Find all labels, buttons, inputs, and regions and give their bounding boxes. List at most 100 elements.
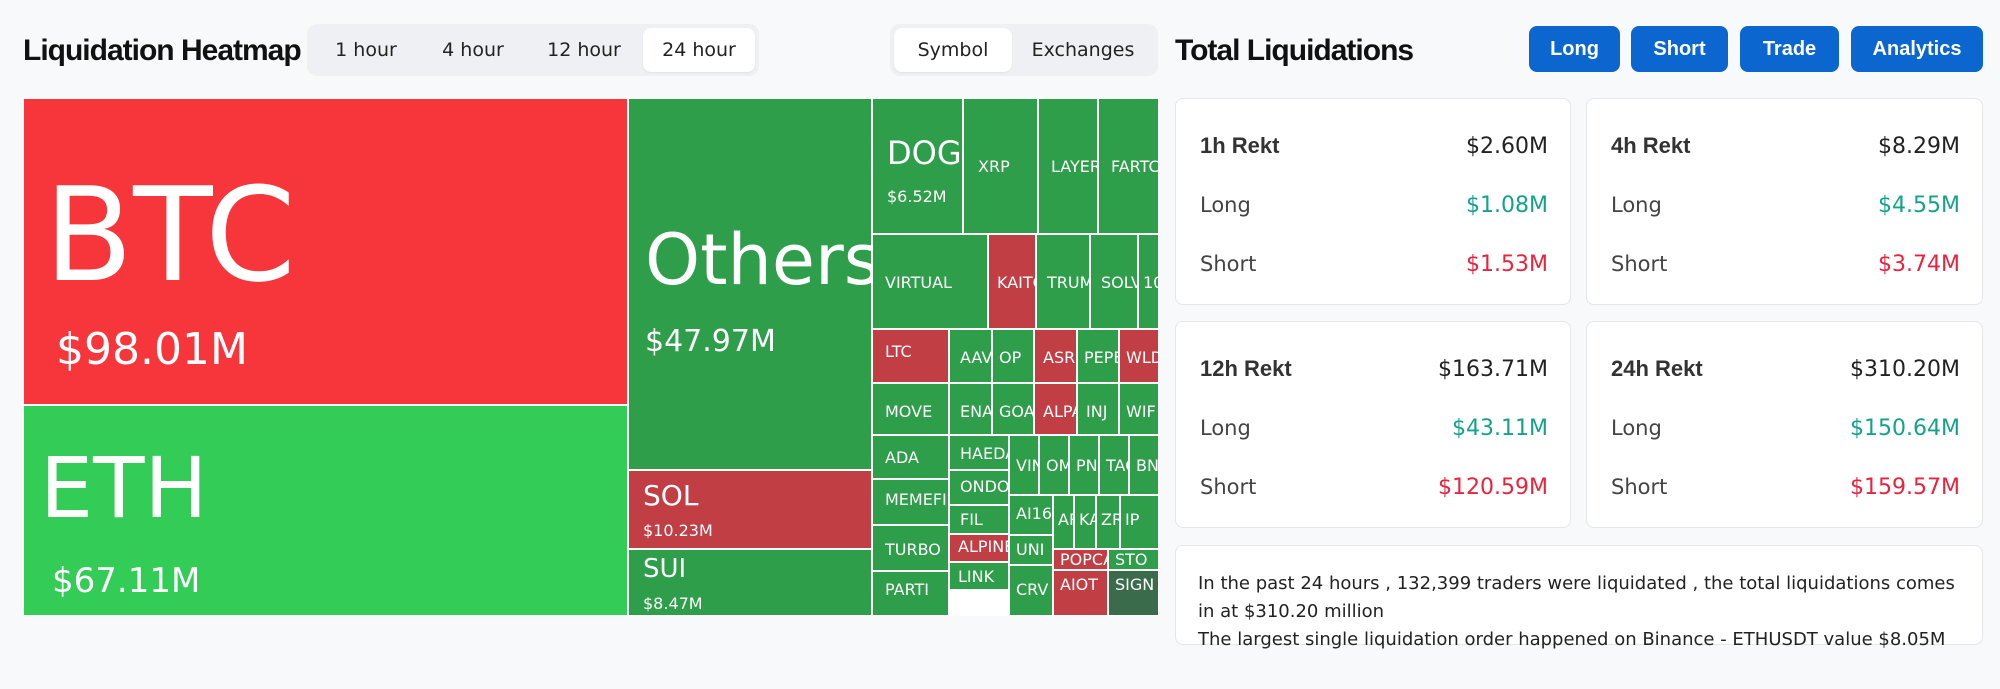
tile-popcat[interactable]: POPCAT (1053, 549, 1108, 570)
card-total: $2.60M (1466, 133, 1548, 159)
long-value: $150.64M (1850, 415, 1960, 441)
tile-symbol: SOLV (1101, 273, 1138, 292)
tile-vine[interactable]: VINE (1009, 435, 1039, 495)
tile-aiot[interactable]: AIOT (1053, 570, 1108, 616)
tile-move[interactable]: MOVE (872, 383, 949, 435)
tile-goat[interactable]: GOAT (992, 383, 1034, 435)
tile-om[interactable]: OM (1039, 435, 1069, 495)
summary-line-1: In the past 24 hours , 132,399 traders w… (1198, 573, 1955, 622)
card-label: 24h Rekt (1611, 356, 1703, 381)
tile-symbol: VIRTUAL (885, 273, 952, 292)
tile-ai16z[interactable]: AI16Z (1009, 495, 1053, 535)
card-total: $310.20M (1850, 356, 1960, 382)
tile-ada[interactable]: ADA (872, 435, 949, 479)
tile-symbol: MEMEFI (885, 490, 947, 509)
trade-button[interactable]: Trade (1740, 26, 1839, 72)
tab-1-hour[interactable]: 1 hour (335, 39, 397, 61)
tile-ondo[interactable]: ONDO (949, 470, 1009, 505)
tile-value: $10.23M (643, 521, 713, 540)
tab-exchanges[interactable]: Exchanges (1031, 39, 1135, 61)
tile-uni[interactable]: UNI (1009, 535, 1053, 565)
tile-symbol: TURBO (885, 540, 941, 559)
tile-eth[interactable]: ETH $67.11M (23, 405, 628, 616)
long-value: $4.55M (1878, 192, 1960, 218)
tile-symbol: TRUMP (1047, 273, 1089, 292)
tile-fil[interactable]: FIL (949, 505, 1009, 534)
tile-symbol: STO (1115, 550, 1148, 569)
tile-aave[interactable]: AAVE (949, 329, 992, 383)
long-button[interactable]: Long (1529, 26, 1620, 72)
tile-symbol: TAO (1106, 456, 1128, 475)
tile-symbol: 1000PEPE (1143, 273, 1158, 292)
tile-doge[interactable]: DOGE $6.52M (872, 98, 963, 234)
tile-parti[interactable]: PARTI (872, 571, 949, 616)
tab-symbol[interactable]: Symbol (894, 28, 1012, 72)
tile-inj[interactable]: INJ (1077, 383, 1119, 435)
short-label: Short (1200, 475, 1257, 499)
tile-xrp[interactable]: XRP (963, 98, 1038, 234)
tile-others[interactable]: Others $47.97M (628, 98, 872, 470)
tile-ena[interactable]: ENA (949, 383, 992, 435)
tile-pepe[interactable]: PEPE (1077, 329, 1119, 383)
tile-symbol: FARTCOIN (1111, 157, 1159, 176)
short-label: Short (1200, 252, 1257, 276)
tile-alpaca[interactable]: ALPACA (1034, 383, 1077, 435)
tile-tao[interactable]: TAO (1099, 435, 1129, 495)
rekt-card-1h: 1h Rekt $2.60M Long $1.08M Short $1.53M (1175, 98, 1571, 305)
tile-turbo[interactable]: TURBO (872, 525, 949, 571)
tile-virtual[interactable]: VIRTUAL (872, 234, 988, 329)
tile-bnb[interactable]: BNB (1129, 435, 1159, 495)
tile-link[interactable]: LINK (949, 562, 1009, 590)
card-label: 12h Rekt (1200, 356, 1292, 381)
tile-sign[interactable]: SIGN (1108, 570, 1159, 616)
tile-layer[interactable]: LAYER (1038, 98, 1098, 234)
tile-arb[interactable]: ARB (1053, 495, 1074, 549)
tile-pnut[interactable]: PNUT (1069, 435, 1099, 495)
tile-wif[interactable]: WIF (1119, 383, 1159, 435)
tile-sui[interactable]: SUI $8.47M (628, 549, 872, 616)
tile-sol[interactable]: SOL $10.23M (628, 470, 872, 549)
total-liquidations-title: Total Liquidations (1175, 34, 1414, 67)
tile-crv[interactable]: CRV (1009, 565, 1053, 616)
tile-value: $47.97M (645, 324, 776, 359)
tile-sto[interactable]: STO (1108, 549, 1159, 570)
tile-symbol: WLD (1126, 348, 1158, 367)
tile-symbol: SIGN (1115, 575, 1155, 594)
short-value: $120.59M (1438, 474, 1548, 500)
tile-asr[interactable]: ASR (1034, 329, 1077, 383)
tile-op[interactable]: OP (992, 329, 1034, 383)
short-button[interactable]: Short (1631, 26, 1728, 72)
tile-symbol: GOAT (999, 402, 1034, 421)
tab-24-hour[interactable]: 24 hour (643, 28, 755, 72)
tile-symbol: BNB (1136, 456, 1159, 475)
tile-btc[interactable]: BTC $98.01M (23, 98, 628, 405)
tile-kaito[interactable]: KAITO (988, 234, 1036, 329)
tile-memefi[interactable]: MEMEFI (872, 479, 949, 525)
tile-trump[interactable]: TRUMP (1036, 234, 1090, 329)
tile-symbol: VINE (1016, 456, 1038, 475)
tile-zro[interactable]: ZRO (1096, 495, 1120, 549)
tile-symbol: WIF (1126, 402, 1156, 421)
tile-haedal[interactable]: HAEDAL (949, 435, 1009, 470)
tile-ltc[interactable]: LTC (872, 329, 949, 383)
short-value: $3.74M (1878, 251, 1960, 277)
liquidation-treemap: BTC $98.01M ETH $67.11M Others $47.97M SOL $10.… (23, 98, 1159, 616)
tile-symbol: INJ (1086, 402, 1108, 421)
tab-4-hour[interactable]: 4 hour (442, 39, 504, 61)
summary-line-2: The largest single liquidation order hap… (1198, 629, 1946, 650)
tile-value: $67.11M (52, 561, 201, 601)
card-label: 4h Rekt (1611, 133, 1691, 158)
long-label: Long (1200, 416, 1251, 440)
long-value: $1.08M (1466, 192, 1548, 218)
analytics-button[interactable]: Analytics (1851, 26, 1983, 72)
tile-ip[interactable]: IP (1120, 495, 1159, 549)
tile-symbol: LAYER (1051, 157, 1098, 176)
tile-symbol: POPCAT (1060, 550, 1107, 569)
tile-kas[interactable]: KAS (1074, 495, 1096, 549)
tile-fartcoin[interactable]: FARTCOIN (1098, 98, 1159, 234)
tile-wld[interactable]: WLD (1119, 329, 1159, 383)
tab-12-hour[interactable]: 12 hour (547, 39, 621, 61)
tile-1000pepe[interactable]: 1000PEPE (1138, 234, 1159, 329)
tile-alpine[interactable]: ALPINE (949, 534, 1009, 562)
tile-solv[interactable]: SOLV (1090, 234, 1138, 329)
